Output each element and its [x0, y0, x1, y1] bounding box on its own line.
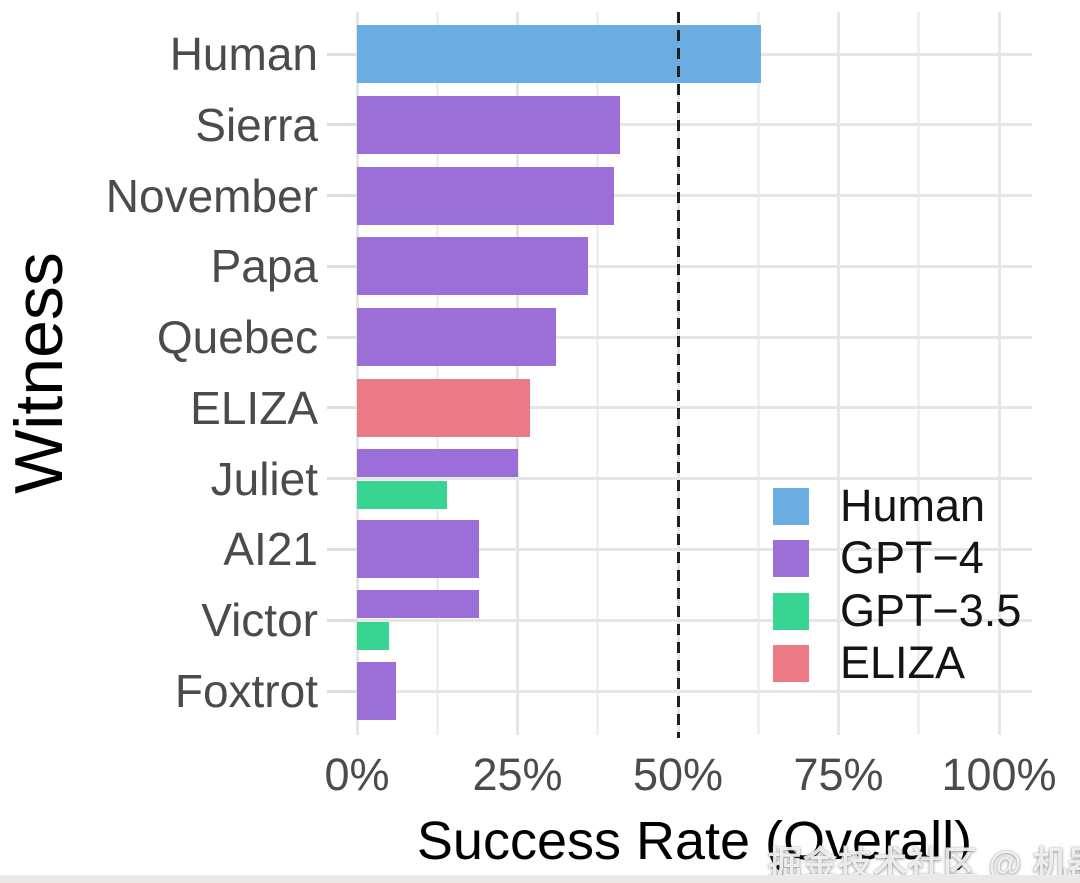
y-axis-tick [327, 689, 357, 693]
y-axis-tick [327, 406, 357, 410]
bar-victor-gpt-3.5 [357, 622, 390, 651]
bar-november [357, 166, 614, 225]
legend-label: ELIZA [840, 636, 966, 688]
y-axis-tick [327, 123, 357, 127]
bar-juliet-gpt-3.5 [357, 480, 447, 509]
bar-quebec [357, 308, 557, 367]
gridline-major-horizontal [357, 689, 1032, 693]
x-label-75pct: 75% [793, 749, 884, 800]
gridline-major-vertical [355, 12, 359, 735]
y-axis-tick [327, 264, 357, 268]
bar-sierra [357, 95, 621, 154]
gridline-major-horizontal [357, 618, 1032, 622]
bar-eliza [357, 378, 531, 437]
x-label-100pct: 100% [941, 749, 1057, 800]
legend-swatch [773, 488, 809, 525]
gridline-major-horizontal [357, 406, 1032, 410]
y-axis-tick [327, 618, 357, 622]
gridline-major-horizontal [357, 547, 1032, 551]
legend-swatch [773, 592, 809, 630]
bottom-strip [0, 875, 1080, 883]
gridline-minor-vertical [756, 12, 760, 735]
bar-human [357, 25, 762, 83]
y-label-quebec: Quebec [156, 311, 318, 364]
gridline-major-horizontal [357, 264, 1032, 268]
x-label-0pct: 0% [324, 749, 390, 800]
y-label-foxtrot: Foxtrot [174, 665, 318, 717]
legend-swatch [773, 540, 809, 578]
y-axis-tick [327, 547, 357, 551]
x-axis-title: Success Rate (Overall) [416, 811, 973, 871]
gridline-major-vertical [837, 12, 840, 735]
legend-label: Human [840, 480, 986, 531]
y-axis-tick [327, 52, 357, 56]
gridline-major-vertical [997, 12, 1001, 735]
gridline-major-horizontal [357, 123, 1032, 127]
bar-juliet-gpt-4 [357, 448, 518, 477]
x-label-25pct: 25% [472, 749, 563, 800]
bar-victor-gpt-4 [357, 590, 479, 619]
gridline-major-horizontal [357, 335, 1032, 339]
y-label-papa: Papa [210, 240, 318, 293]
legend-label: GPT−4 [840, 532, 984, 584]
reference-line-50pct [676, 12, 680, 738]
y-axis-tick [327, 335, 357, 339]
x-label-50pct: 50% [632, 749, 724, 800]
gridline-major-vertical [516, 12, 519, 735]
bar-foxtrot [357, 662, 396, 720]
legend-label: GPT−3.5 [840, 584, 1022, 636]
gridline-minor-vertical [596, 12, 600, 735]
gridline-minor-vertical [917, 12, 921, 735]
legend-swatch [773, 644, 809, 682]
y-label-victor: Victor [201, 594, 318, 647]
y-label-sierra: Sierra [195, 98, 318, 151]
bar-ai21 [357, 520, 479, 579]
gridline-major-horizontal [357, 477, 1032, 481]
bar-papa [357, 237, 589, 296]
y-label-november: November [105, 169, 318, 222]
y-label-human: Human [169, 28, 318, 80]
y-axis-tick [327, 194, 357, 198]
y-label-juliet: Juliet [210, 452, 318, 505]
y-axis-tick [327, 477, 357, 481]
y-label-eliza: ELIZA [190, 381, 318, 434]
gridline-major-horizontal [357, 194, 1032, 198]
y-label-ai21: AI21 [223, 523, 318, 576]
gridline-minor-vertical [435, 12, 439, 735]
